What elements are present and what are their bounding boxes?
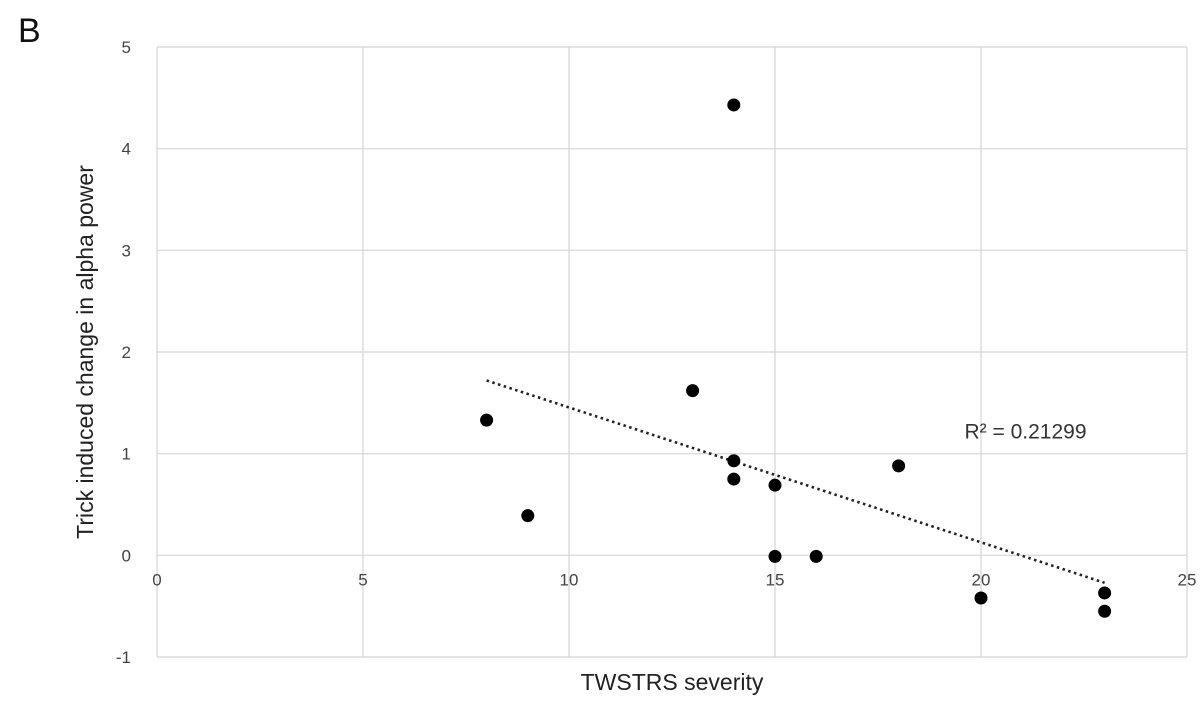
x-tick-label: 0 (152, 570, 161, 589)
data-point (727, 98, 741, 112)
x-tick-label: 20 (972, 570, 991, 589)
data-point (892, 459, 906, 473)
y-tick-label: 0 (122, 546, 131, 565)
panel-label: B (18, 12, 41, 50)
data-point (974, 591, 988, 605)
x-tick-label: 25 (1178, 570, 1197, 589)
y-tick-label: 2 (122, 343, 131, 362)
data-point (768, 478, 782, 492)
x-tick-label: 10 (560, 570, 579, 589)
grid-lines (156, 46, 1188, 658)
trendline (486, 379, 1106, 585)
data-point (1098, 586, 1112, 600)
y-tick-label: 1 (122, 445, 131, 464)
trendline-group (486, 379, 1106, 585)
data-points (480, 98, 1112, 618)
x-tick-label: 15 (766, 570, 785, 589)
data-point (727, 454, 741, 468)
data-point (768, 549, 782, 563)
y-axis-title: Trick induced change in alpha power (72, 165, 98, 539)
data-point (727, 472, 741, 486)
data-point (809, 549, 823, 563)
y-tick-label: 3 (122, 241, 131, 260)
y-tick-label: 4 (122, 140, 131, 159)
y-tick-label: -1 (116, 648, 131, 667)
r-squared-label: R² = 0.21299 (965, 420, 1087, 443)
x-tick-label: 5 (358, 570, 367, 589)
data-point (686, 384, 700, 398)
data-point (480, 413, 494, 427)
data-point (521, 509, 535, 523)
data-point (1098, 604, 1112, 618)
tick-labels: 0 5 10 15 20 25 -1 0 1 2 3 4 5 (116, 38, 1197, 667)
x-axis-title: TWSTRS severity (581, 669, 764, 695)
y-tick-label: 5 (122, 38, 131, 57)
